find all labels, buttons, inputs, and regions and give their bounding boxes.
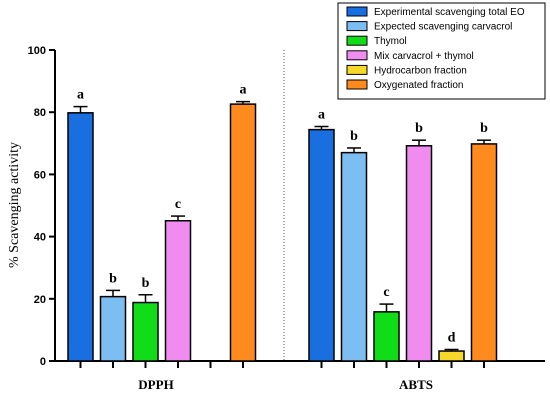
- legend-swatch: [346, 21, 368, 32]
- significance-label: a: [77, 88, 84, 103]
- legend-label: Mix carvacrol + thymol: [374, 51, 474, 62]
- bar-abts-4: [438, 350, 465, 362]
- legend: Experimental scavenging total EO Expected…: [337, 2, 546, 100]
- legend-items: Experimental scavenging total EO Expected…: [346, 6, 525, 91]
- legend-box: [337, 2, 546, 100]
- y-tick-label: 100: [28, 45, 46, 57]
- significance-label: b: [480, 121, 488, 136]
- bar-abts-3: [405, 145, 433, 362]
- bar-abts-2: [373, 311, 400, 362]
- significance-label: a: [318, 108, 325, 123]
- category-label-dpph: DPPH: [138, 377, 173, 392]
- legend-label: Experimental scavenging total EO: [374, 7, 525, 18]
- legend-label: Expected scavenging carvacrol: [374, 22, 512, 33]
- y-tick-label: 40: [34, 232, 46, 244]
- x-ticks: [79, 361, 485, 368]
- y-axis-title: % Scavenging activity: [7, 142, 22, 268]
- bar-abts-1: [340, 151, 368, 362]
- y-tick-label: 80: [34, 107, 46, 119]
- bar-abts-5: [470, 143, 498, 362]
- bar-dpph-1: [99, 295, 127, 362]
- legend-label: Hydrocarbon fraction: [374, 65, 467, 76]
- bar-dpph-3: [164, 219, 192, 362]
- legend-swatch: [346, 6, 368, 17]
- legend-swatch: [346, 64, 368, 75]
- bars: a b b c a a b c b d b: [67, 83, 498, 362]
- bar-dpph-2: [132, 301, 159, 362]
- significance-label: c: [383, 285, 389, 300]
- legend-swatch: [346, 35, 368, 46]
- significance-label: a: [240, 83, 247, 98]
- bar-abts-0: [308, 128, 335, 362]
- significance-label: b: [415, 121, 423, 136]
- significance-label: c: [175, 197, 181, 212]
- y-tick-label: 0: [40, 356, 46, 368]
- legend-swatch: [346, 79, 368, 90]
- y-axis: 0 20 40 60 80 100 % Scavenging activity: [7, 45, 56, 368]
- legend-label: Thymol: [374, 36, 407, 47]
- y-tick-label: 60: [34, 169, 46, 181]
- significance-label: b: [142, 276, 150, 291]
- bar-dpph-5: [229, 103, 257, 362]
- legend-swatch: [346, 50, 368, 61]
- significance-label: b: [350, 129, 358, 144]
- legend-label: Oxygenated fraction: [374, 80, 464, 91]
- category-label-abts: ABTS: [399, 377, 433, 392]
- significance-label: d: [448, 330, 456, 345]
- bar-dpph-0: [67, 112, 94, 362]
- y-tick-label: 20: [34, 294, 46, 306]
- y-ticks: 0 20 40 60 80 100: [28, 45, 55, 368]
- significance-label: b: [109, 271, 117, 286]
